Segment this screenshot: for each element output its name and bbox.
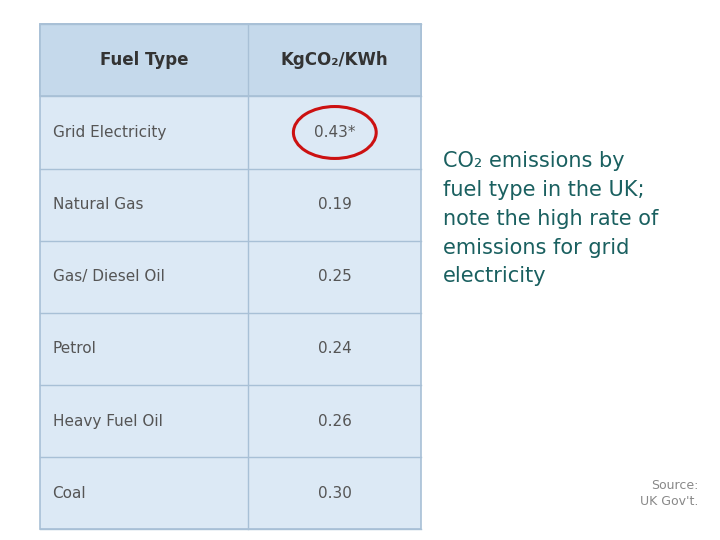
Text: CO₂ emissions by
fuel type in the UK;
note the high rate of
emissions for grid
e: CO₂ emissions by fuel type in the UK; no… — [443, 151, 658, 286]
Text: 0.24: 0.24 — [318, 341, 351, 356]
FancyBboxPatch shape — [40, 24, 421, 529]
Text: Heavy Fuel Oil: Heavy Fuel Oil — [53, 414, 163, 429]
Text: KgCO₂/KWh: KgCO₂/KWh — [281, 51, 389, 69]
Text: Grid Electricity: Grid Electricity — [53, 125, 166, 140]
FancyBboxPatch shape — [40, 24, 421, 97]
Text: Petrol: Petrol — [53, 341, 96, 356]
Text: 0.43*: 0.43* — [314, 125, 356, 140]
Text: 0.26: 0.26 — [318, 414, 352, 429]
Text: 0.25: 0.25 — [318, 269, 351, 284]
Text: Natural Gas: Natural Gas — [53, 197, 143, 212]
Text: Fuel Type: Fuel Type — [100, 51, 188, 69]
Text: 0.30: 0.30 — [318, 485, 352, 501]
Text: Source:
UK Gov't.: Source: UK Gov't. — [640, 478, 698, 508]
Text: Gas/ Diesel Oil: Gas/ Diesel Oil — [53, 269, 164, 284]
Text: Coal: Coal — [53, 485, 86, 501]
Text: 0.19: 0.19 — [318, 197, 352, 212]
